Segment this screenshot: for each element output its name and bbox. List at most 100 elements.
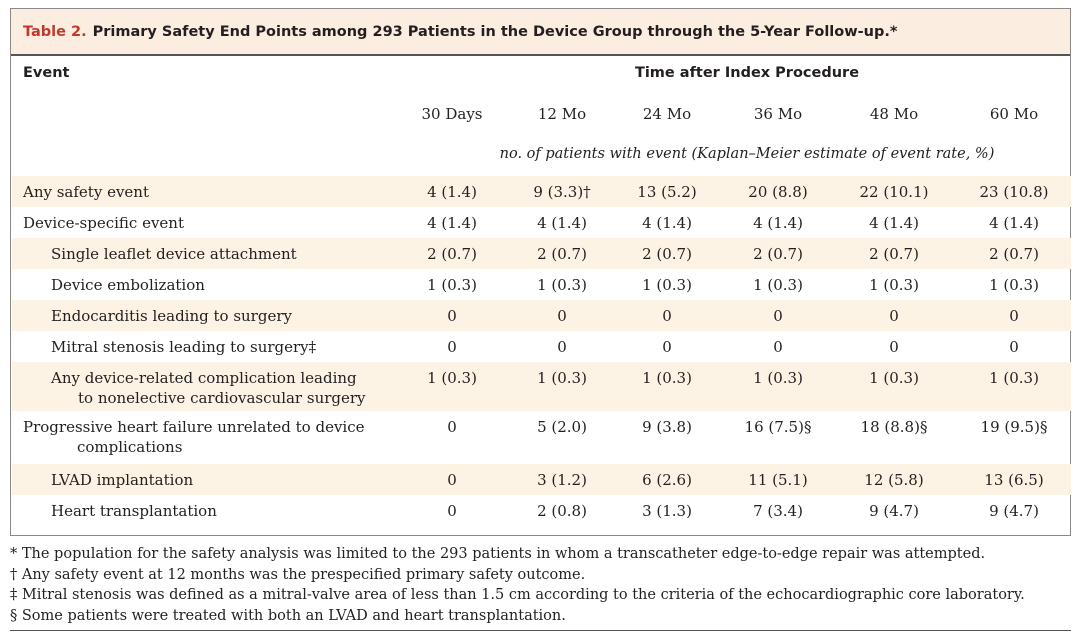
footnote: † Any safety event at 12 months was the … bbox=[10, 566, 586, 583]
column-header: 48 Mo bbox=[869, 105, 919, 123]
safety-table: Table 2. Primary Safety End Points among… bbox=[10, 8, 1071, 536]
row-label: Device-specific event bbox=[23, 214, 184, 232]
table-cell: 0 bbox=[447, 502, 457, 520]
table-cell: 0 bbox=[447, 471, 457, 489]
row-label: Any safety event bbox=[23, 183, 149, 201]
table-title: Primary Safety End Points among 293 Pati… bbox=[92, 23, 898, 40]
table-cell: 0 bbox=[557, 307, 567, 325]
row-label: Device embolization bbox=[51, 276, 205, 294]
table-cell: 1 (0.3) bbox=[869, 369, 919, 387]
table-cell: 1 (0.3) bbox=[642, 276, 692, 294]
table-cell: 4 (1.4) bbox=[537, 214, 587, 232]
row-label: Single leaflet device attachment bbox=[51, 245, 297, 263]
table-cell: 4 (1.4) bbox=[869, 214, 919, 232]
table-cell: 1 (0.3) bbox=[753, 276, 803, 294]
table-cell: 2 (0.7) bbox=[989, 245, 1039, 263]
table-cell: 23 (10.8) bbox=[979, 183, 1049, 201]
table-cell: 20 (8.8) bbox=[748, 183, 808, 201]
table-cell: 22 (10.1) bbox=[859, 183, 929, 201]
table-cell: 1 (0.3) bbox=[753, 369, 803, 387]
table-row: LVAD implantation 0 3 (1.2) 6 (2.6) 11 (5.1)… bbox=[12, 464, 1071, 495]
table-row: Endocarditis leading to surgery 0 0 0 0 0 0 bbox=[12, 300, 1071, 331]
table-cell: 1 (0.3) bbox=[427, 369, 477, 387]
table-cell: 2 (0.7) bbox=[642, 245, 692, 263]
table-cell: 9 (3.8) bbox=[642, 418, 692, 436]
table-cell: 0 bbox=[662, 307, 672, 325]
table-number: Table 2. bbox=[23, 23, 87, 40]
footnote: § Some patients were treated with both a… bbox=[10, 607, 566, 624]
column-header: 30 Days bbox=[421, 105, 483, 123]
table-title-bar: Table 2. Primary Safety End Points among… bbox=[11, 9, 1070, 56]
column-header: 36 Mo bbox=[753, 105, 803, 123]
units-caption: no. of patients with event (Kaplan–Meier… bbox=[499, 146, 995, 162]
row-label-continuation: complications bbox=[77, 438, 183, 456]
table-row: Device-specific event 4 (1.4) 4 (1.4) 4 (1.… bbox=[12, 207, 1071, 238]
table-cell: 0 bbox=[1009, 338, 1019, 356]
column-header: 60 Mo bbox=[989, 105, 1039, 123]
table-cell: 0 bbox=[889, 338, 899, 356]
table-cell: 1 (0.3) bbox=[427, 276, 477, 294]
table-cell: 16 (7.5)§ bbox=[744, 418, 812, 436]
table-row: Any device-related complication leading t… bbox=[12, 362, 1071, 411]
table-row: Heart transplantation 0 2 (0.8) 3 (1.3) 7 (3… bbox=[12, 495, 1071, 526]
row-label-continuation: to nonelective cardiovascular surgery bbox=[78, 389, 366, 407]
table-cell: 2 (0.7) bbox=[537, 245, 587, 263]
table-cell: 5 (2.0) bbox=[537, 418, 587, 436]
row-label: Progressive heart failure unrelated to d… bbox=[23, 418, 365, 436]
table-cell: 12 (5.8) bbox=[864, 471, 924, 489]
table-cell: 1 (0.3) bbox=[537, 276, 587, 294]
table-cell: 4 (1.4) bbox=[642, 214, 692, 232]
table-cell: 0 bbox=[447, 307, 457, 325]
column-header: 24 Mo bbox=[642, 105, 692, 123]
table-cell: 0 bbox=[447, 418, 457, 436]
table-cell: 2 (0.7) bbox=[427, 245, 477, 263]
bottom-rule bbox=[10, 630, 1071, 631]
table-cell: 13 (5.2) bbox=[637, 183, 697, 201]
table-cell: 4 (1.4) bbox=[427, 183, 477, 201]
table-cell: 3 (1.2) bbox=[537, 471, 587, 489]
table-cell: 18 (8.8)§ bbox=[860, 418, 928, 436]
row-label: LVAD implantation bbox=[51, 471, 194, 489]
table-cell: 0 bbox=[557, 338, 567, 356]
table-cell: 6 (2.6) bbox=[642, 471, 692, 489]
table-cell: 11 (5.1) bbox=[748, 471, 808, 489]
table-row: Any safety event 4 (1.4) 9 (3.3)† 13 (5.2) 2… bbox=[12, 176, 1071, 207]
footnotes: * The population for the safety analysis… bbox=[10, 544, 1071, 626]
table-cell: 0 bbox=[1009, 307, 1019, 325]
table-cell: 13 (6.5) bbox=[984, 471, 1044, 489]
table-cell: 4 (1.4) bbox=[427, 214, 477, 232]
event-column-header: Event bbox=[23, 65, 70, 81]
table-cell: 2 (0.7) bbox=[753, 245, 803, 263]
time-group-header: Time after Index Procedure bbox=[634, 65, 860, 81]
table-cell: 1 (0.3) bbox=[537, 369, 587, 387]
table-cell: 4 (1.4) bbox=[989, 214, 1039, 232]
table-cell: 2 (0.7) bbox=[869, 245, 919, 263]
table-cell: 19 (9.5)§ bbox=[980, 418, 1048, 436]
table-cell: 1 (0.3) bbox=[869, 276, 919, 294]
row-label: Heart transplantation bbox=[51, 502, 217, 520]
table-cell: 7 (3.4) bbox=[753, 502, 803, 520]
table-cell: 0 bbox=[447, 338, 457, 356]
table-cell: 1 (0.3) bbox=[642, 369, 692, 387]
table-row: Device embolization 1 (0.3) 1 (0.3) 1 (0.3)… bbox=[12, 269, 1071, 300]
table-row: Mitral stenosis leading to surgery‡ 0 0 0 0 0… bbox=[12, 331, 1071, 362]
table-row: Progressive heart failure unrelated to d… bbox=[12, 411, 1071, 464]
table-cell: 0 bbox=[889, 307, 899, 325]
table-cell: 9 (3.3)† bbox=[533, 183, 591, 201]
table-cell: 9 (4.7) bbox=[869, 502, 919, 520]
table-cell: 4 (1.4) bbox=[753, 214, 803, 232]
table-cell: 9 (4.7) bbox=[989, 502, 1039, 520]
table-row: Single leaflet device attachment 2 (0.7) 2… bbox=[12, 238, 1071, 269]
footnote: ‡ Mitral stenosis was defined as a mitra… bbox=[10, 587, 1025, 603]
table-cell: 0 bbox=[662, 338, 672, 356]
row-label: Any device-related complication leading bbox=[51, 369, 357, 387]
row-label: Mitral stenosis leading to surgery‡ bbox=[51, 338, 317, 356]
table-cell: 0 bbox=[773, 338, 783, 356]
table-cell: 2 (0.8) bbox=[537, 502, 587, 520]
row-label: Endocarditis leading to surgery bbox=[51, 307, 292, 325]
table-cell: 1 (0.3) bbox=[989, 369, 1039, 387]
table-cell: 3 (1.3) bbox=[642, 502, 692, 520]
footnote: * The population for the safety analysis… bbox=[10, 546, 986, 562]
table-cell: 1 (0.3) bbox=[989, 276, 1039, 294]
table-cell: 0 bbox=[773, 307, 783, 325]
